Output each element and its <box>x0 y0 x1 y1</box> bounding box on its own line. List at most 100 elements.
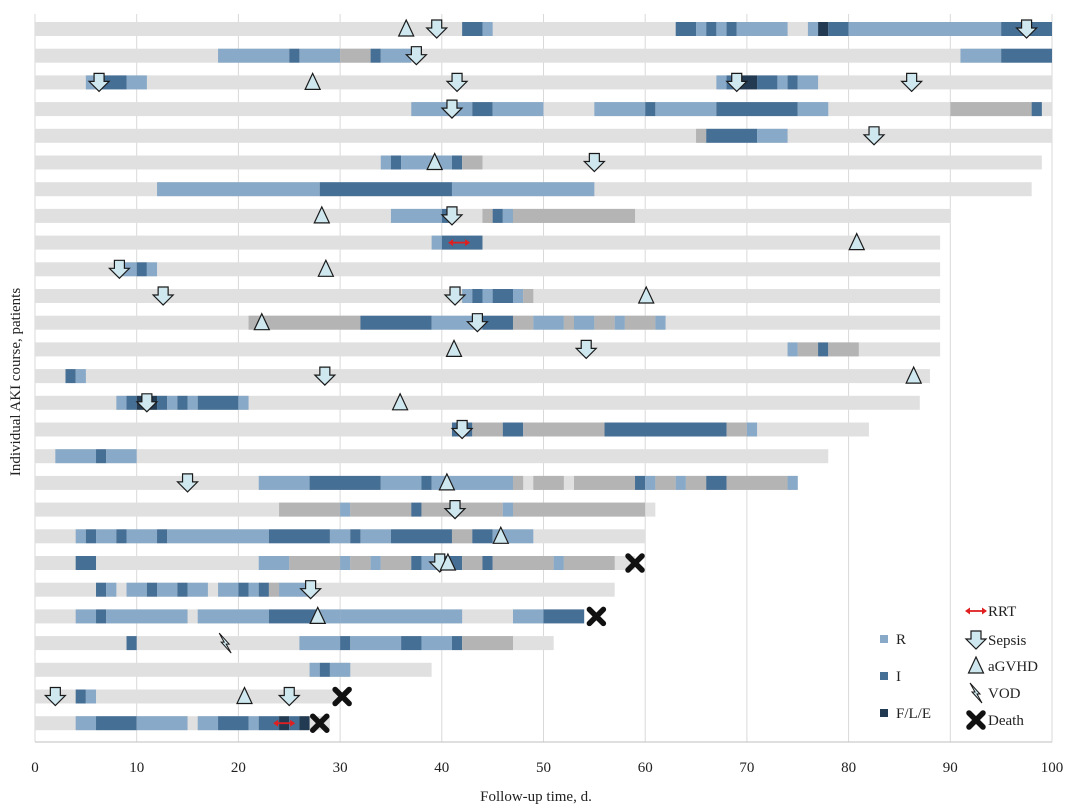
agvhd-marker <box>253 312 271 331</box>
legend-label-sepsis: Sepsis <box>988 633 1027 649</box>
aki-segment-I <box>319 662 330 677</box>
agvhd-marker <box>905 365 923 384</box>
y-axis-title: Individual AKI course, patients <box>8 288 24 476</box>
aki-segment-I <box>462 22 483 36</box>
aki-segment-gray <box>594 315 615 330</box>
aki-segment-I <box>75 689 86 704</box>
aki-segment-gray <box>797 342 819 357</box>
legend-label-I: I <box>896 669 901 685</box>
patient-row <box>35 662 432 677</box>
aki-segment-R <box>797 75 819 90</box>
sepsis-marker <box>404 46 428 66</box>
aki-segment-I <box>146 582 158 597</box>
aki-segment-R <box>126 75 147 90</box>
aki-segment-gray <box>563 556 615 570</box>
legend-label-rrt: RRT <box>988 604 1016 620</box>
aki-segment-gray <box>523 422 605 437</box>
agvhd-marker <box>492 525 510 544</box>
aki-segment-I <box>451 636 463 651</box>
aki-segment-R <box>218 582 239 597</box>
aki-segment-I <box>350 529 361 544</box>
aki-segment-gray <box>279 502 341 517</box>
aki-segment-I <box>126 395 137 410</box>
aki-segment-I <box>177 395 188 410</box>
sepsis-marker <box>440 99 464 119</box>
aki-segment-R <box>787 342 798 357</box>
patient-row <box>35 155 1042 170</box>
aki-segment-gray <box>451 529 473 544</box>
x-axis-title: Follow-up time, d. <box>480 789 592 805</box>
x-tick-label: 50 <box>536 760 551 776</box>
aki-segment-I <box>421 475 432 490</box>
aki-segment-gray <box>512 475 524 490</box>
patient-row <box>35 502 656 517</box>
aki-segment-R <box>248 582 259 597</box>
agvhd-marker <box>391 392 409 411</box>
follow-up-bar <box>35 22 1052 36</box>
patient-row <box>35 529 646 544</box>
legend-death-icon <box>966 710 986 730</box>
agvhd-marker <box>304 71 322 91</box>
aki-segment-I <box>85 529 97 544</box>
aki-segment-R <box>360 529 391 544</box>
aki-segment-R <box>380 155 391 170</box>
aki-segment-I <box>1031 102 1042 117</box>
aki-segment-R <box>146 262 158 277</box>
aki-segment-gray <box>462 556 483 570</box>
aki-segment-gray <box>289 556 341 570</box>
aki-segment-I <box>787 75 798 90</box>
sepsis-marker <box>107 259 131 280</box>
aki-segment-R <box>401 155 452 170</box>
follow-up-bar <box>35 262 941 277</box>
patient-row <box>35 75 1052 90</box>
aki-segment-R <box>431 315 483 330</box>
aki-segment-gray <box>533 475 564 490</box>
x-tick-label: 20 <box>231 760 246 776</box>
aki-segment-R <box>75 716 97 731</box>
aki-segment-gray <box>462 155 483 170</box>
aki-segment-I <box>1001 48 1052 63</box>
aki-segment-R <box>614 315 625 330</box>
aki-segment-R <box>594 102 646 117</box>
aki-segment-gray <box>492 556 554 570</box>
aki-segment-gray <box>563 315 575 330</box>
aki-segment-I <box>116 529 127 544</box>
x-tick-label: 10 <box>129 760 144 776</box>
aki-segment-R <box>187 582 208 597</box>
follow-up-bar <box>35 235 941 250</box>
sepsis-marker <box>445 72 469 93</box>
aki-segment-I <box>96 449 107 464</box>
aki-segment-R <box>350 636 402 651</box>
aki-segment-I <box>451 155 463 170</box>
follow-up-bar <box>35 128 1052 143</box>
aki-segment-R <box>279 582 310 597</box>
aki-segment-R <box>411 102 473 117</box>
aki-segment-I <box>706 128 758 143</box>
aki-segment-F <box>299 716 310 731</box>
aki-segment-I <box>197 395 239 410</box>
aki-segment-R <box>960 48 1002 63</box>
aki-segment-R <box>106 449 137 464</box>
sepsis-marker <box>900 72 924 93</box>
aki-segment-I <box>482 556 493 570</box>
aki-segment-R <box>848 22 1002 36</box>
patient-row <box>35 208 951 223</box>
aki-segment-gray <box>726 475 788 490</box>
vod-marker <box>218 632 232 654</box>
aki-segment-R <box>533 315 564 330</box>
aki-segment-I <box>340 636 351 651</box>
aki-segment-I <box>635 475 646 490</box>
agvhd-marker <box>317 258 335 277</box>
follow-up-bar <box>35 369 930 384</box>
aki-segment-I <box>65 369 76 384</box>
agvhd-marker <box>236 686 253 705</box>
agvhd-marker <box>637 285 655 304</box>
aki-segment-gray <box>248 315 361 330</box>
patient-row <box>35 48 1052 63</box>
sepsis-marker <box>443 286 467 306</box>
aki-segment-I <box>492 208 503 223</box>
aki-segment-I <box>706 475 727 490</box>
agvhd-marker <box>438 472 456 491</box>
patient-row <box>35 315 941 330</box>
agvhd-marker <box>848 232 866 251</box>
